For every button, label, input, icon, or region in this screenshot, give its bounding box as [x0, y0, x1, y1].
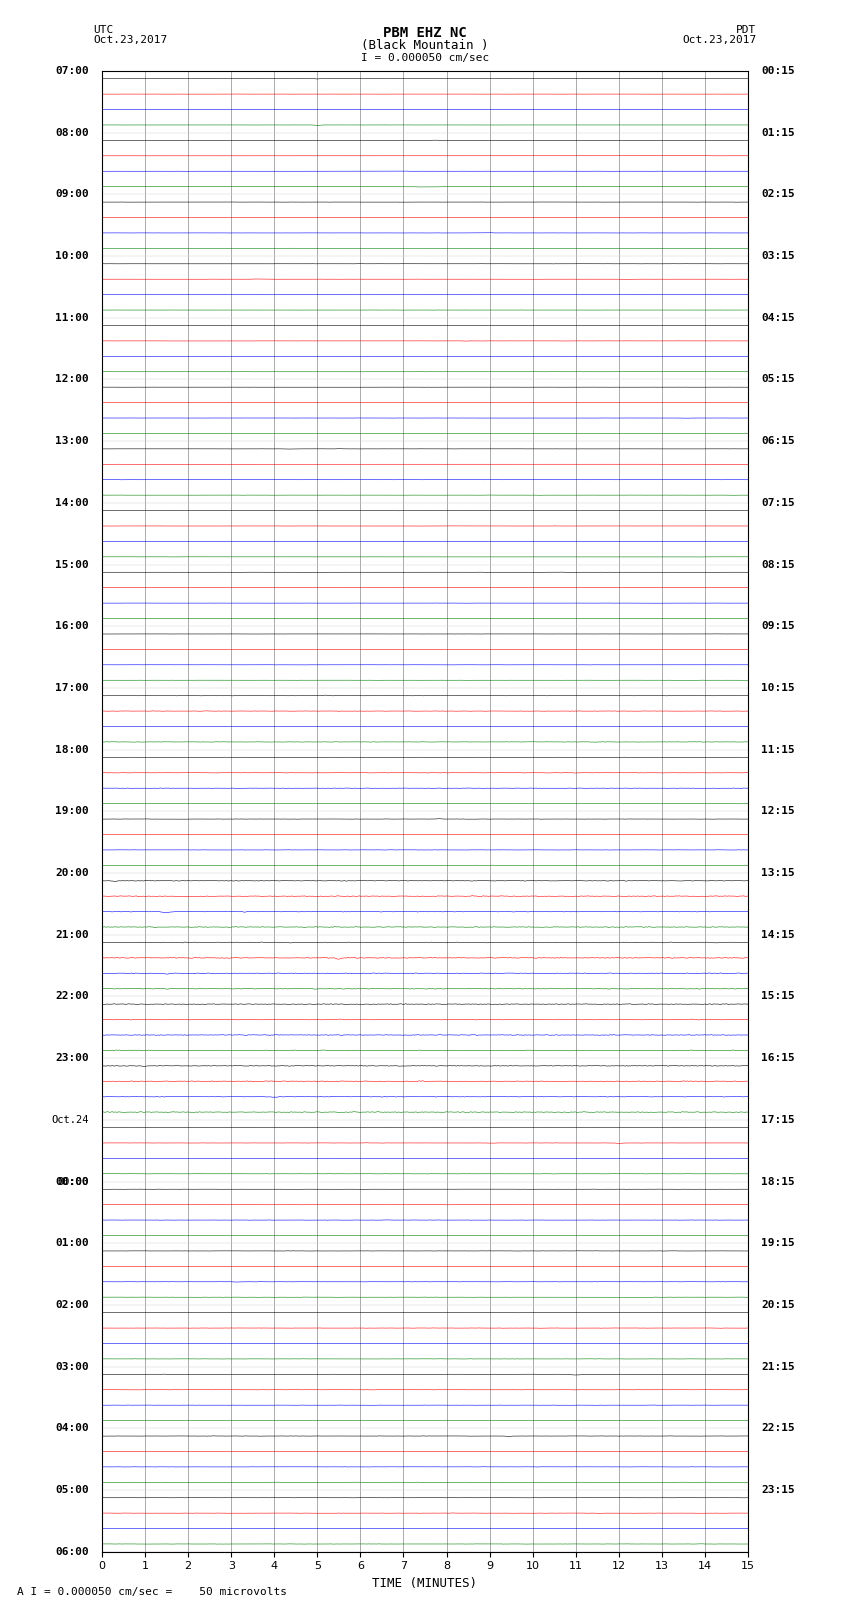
Text: 01:15: 01:15 [761, 127, 795, 137]
Text: 10:00: 10:00 [55, 252, 89, 261]
Text: 16:15: 16:15 [761, 1053, 795, 1063]
Text: 18:15: 18:15 [761, 1176, 795, 1187]
Text: 18:00: 18:00 [55, 745, 89, 755]
Text: 10:15: 10:15 [761, 682, 795, 694]
Text: 23:15: 23:15 [761, 1486, 795, 1495]
Text: Oct.23,2017: Oct.23,2017 [683, 35, 756, 45]
Text: PDT: PDT [736, 26, 756, 35]
Text: 00:00: 00:00 [55, 1176, 89, 1187]
Text: 14:00: 14:00 [55, 498, 89, 508]
Text: UTC: UTC [94, 26, 114, 35]
Text: 23:00: 23:00 [55, 1053, 89, 1063]
Text: 22:00: 22:00 [55, 992, 89, 1002]
Text: 09:15: 09:15 [761, 621, 795, 631]
Text: 04:15: 04:15 [761, 313, 795, 323]
Text: Oct.23,2017: Oct.23,2017 [94, 35, 167, 45]
Text: 19:00: 19:00 [55, 806, 89, 816]
Text: 21:00: 21:00 [55, 929, 89, 940]
Text: 02:15: 02:15 [761, 189, 795, 200]
Text: 07:00: 07:00 [55, 66, 89, 76]
Text: 02:00: 02:00 [55, 1300, 89, 1310]
Text: 06:00: 06:00 [55, 1547, 89, 1557]
Text: Oct.24: Oct.24 [52, 1115, 89, 1124]
Text: 17:00: 17:00 [55, 682, 89, 694]
Text: 14:15: 14:15 [761, 929, 795, 940]
Text: 06:15: 06:15 [761, 436, 795, 447]
Text: 21:15: 21:15 [761, 1361, 795, 1371]
Text: I = 0.000050 cm/sec: I = 0.000050 cm/sec [361, 53, 489, 63]
Text: 12:15: 12:15 [761, 806, 795, 816]
X-axis label: TIME (MINUTES): TIME (MINUTES) [372, 1578, 478, 1590]
Text: 08:15: 08:15 [761, 560, 795, 569]
Text: 11:15: 11:15 [761, 745, 795, 755]
Text: PBM EHZ NC: PBM EHZ NC [383, 26, 467, 39]
Text: 00:15: 00:15 [761, 66, 795, 76]
Text: 05:15: 05:15 [761, 374, 795, 384]
Text: 22:15: 22:15 [761, 1423, 795, 1434]
Text: 09:00: 09:00 [55, 189, 89, 200]
Text: (Black Mountain ): (Black Mountain ) [361, 39, 489, 52]
Text: 01:00: 01:00 [55, 1239, 89, 1248]
Text: 15:15: 15:15 [761, 992, 795, 1002]
Text: 03:00: 03:00 [55, 1361, 89, 1371]
Text: 17:15: 17:15 [761, 1115, 795, 1124]
Text: 07:15: 07:15 [761, 498, 795, 508]
Text: 00:00: 00:00 [58, 1176, 89, 1187]
Text: 19:15: 19:15 [761, 1239, 795, 1248]
Text: 16:00: 16:00 [55, 621, 89, 631]
Text: A I = 0.000050 cm/sec =    50 microvolts: A I = 0.000050 cm/sec = 50 microvolts [17, 1587, 287, 1597]
Text: 11:00: 11:00 [55, 313, 89, 323]
Text: 13:00: 13:00 [55, 436, 89, 447]
Text: 04:00: 04:00 [55, 1423, 89, 1434]
Text: 20:15: 20:15 [761, 1300, 795, 1310]
Text: 20:00: 20:00 [55, 868, 89, 877]
Text: 03:15: 03:15 [761, 252, 795, 261]
Text: 08:00: 08:00 [55, 127, 89, 137]
Text: 12:00: 12:00 [55, 374, 89, 384]
Text: 15:00: 15:00 [55, 560, 89, 569]
Text: 13:15: 13:15 [761, 868, 795, 877]
Text: 05:00: 05:00 [55, 1486, 89, 1495]
